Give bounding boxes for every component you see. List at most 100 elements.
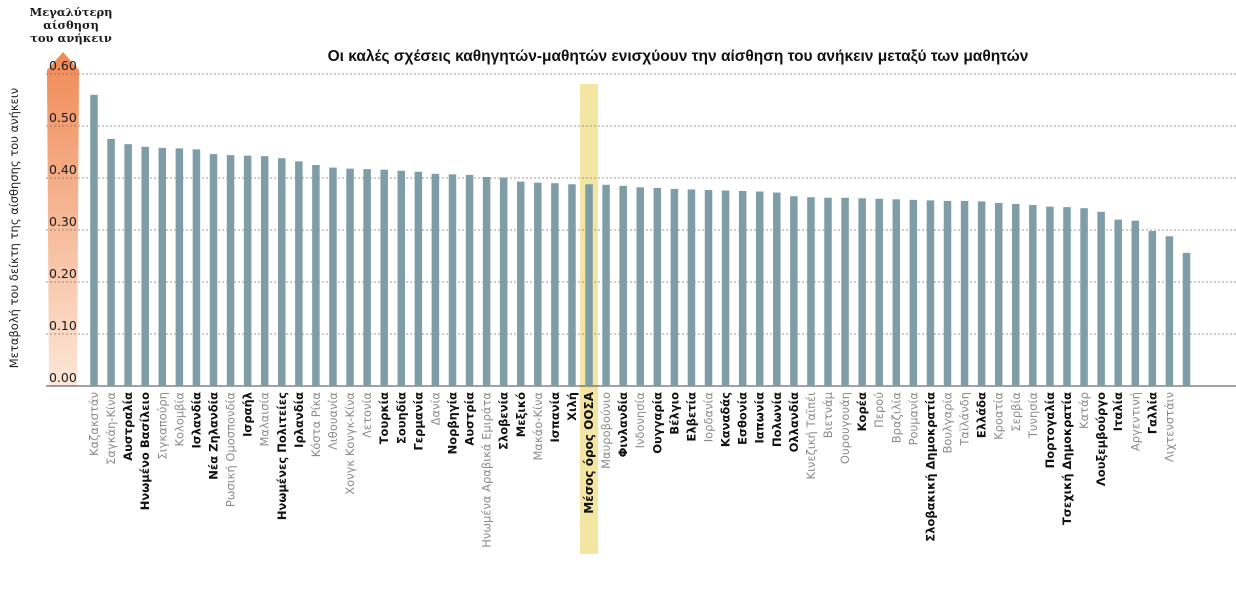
bar [158,147,167,386]
category-label: Νέα Ζηλανδία [206,392,220,480]
category-label: Ελλάδα [975,392,989,438]
bar [1148,231,1157,386]
category-label: Ταϊλάνδη [958,392,972,447]
category-label: Αργεντινή [1128,392,1142,451]
category-label: Ισραήλ [241,392,255,437]
category-label: Ολλανδία [787,392,801,452]
category-label: Ρωσική Ομοσπονδία [224,392,238,507]
bar [926,200,935,386]
bar [1114,219,1122,386]
category-label: Λιθουανία [326,392,340,450]
bar [807,197,815,386]
bar [755,191,764,386]
bar [1046,206,1054,386]
bar [448,174,457,386]
bar [175,148,184,386]
bar [278,158,286,386]
bar [465,174,474,386]
bar [721,190,730,386]
bar [687,189,696,386]
category-label: Χονγκ Κονγκ-Κίνα [343,392,357,495]
bar [346,168,354,386]
category-label: Κροατία [992,392,1006,440]
bar [1080,208,1088,386]
category-label: Νορβηγία [445,392,459,454]
bar [602,184,610,386]
bar [824,197,832,386]
category-label: Ιταλία [1111,392,1125,431]
category-label: Ιρλανδία [292,392,306,448]
category-label: Λετονία [360,392,374,438]
category-label: Τουρκία [377,392,391,444]
category-label: Τσεχική Δημοκρατία [1060,392,1074,525]
category-label: Περού [872,392,886,428]
increase-arrow [47,52,79,386]
bar [619,185,627,386]
bar [397,170,406,386]
category-label: Δανία [428,392,442,426]
bar [226,155,235,386]
bar [551,183,559,386]
category-label: Χιλή [565,392,579,421]
y-tick-label: 0.20 [49,266,77,281]
bar [1063,207,1071,386]
bar [943,200,952,386]
category-label: Ηνωμένες Πολιτείες [275,392,289,520]
category-label: Ιορδανία [702,392,716,443]
bar [1029,205,1037,386]
category-label: Ισλανδία [189,392,203,449]
category-label: Σουηδία [394,392,408,444]
category-label: Γερμανία [411,392,425,451]
bar [192,149,201,386]
bar [295,161,303,386]
bar [773,192,781,386]
category-label: Τυνησία [1026,392,1040,440]
y-tick-label: 0.40 [49,162,77,177]
category-label: Ρουμανία [906,392,920,446]
category-label: Μαλαισία [258,392,272,447]
category-label: Μεξικό [514,392,528,437]
category-label: Μαυροβούνιο [599,392,613,469]
category-label: Ουγγαρία [650,392,664,454]
bar [380,169,388,386]
category-label: Λιχτενστάιν [1162,392,1176,462]
category-label: Κορέα [855,392,869,431]
bar [1131,220,1140,386]
category-label: Ηνωμένα Αραβικά Εμιράτα [480,392,494,548]
category-label: Βιετνάμ [821,391,835,438]
category-label: Μακάο-Κίνα [531,392,545,461]
arrow-label: Μεγαλύτερη αίσθηση του ανήκειν [0,6,142,45]
bar [585,184,593,386]
y-tick-label: 0.50 [49,110,77,125]
bar [653,187,662,386]
bar [90,94,98,387]
bar [260,156,269,386]
bar [1012,204,1020,386]
category-label: Σλοβακική Δημοκρατία [923,392,937,542]
bar [875,198,883,386]
category-label: Σαγκάη-Κίνα [104,392,118,465]
category-label: Σλοβενία [497,392,511,450]
category-label: Λουξεμβούργο [1094,392,1108,486]
category-label: Αυστραλία [121,392,135,461]
bar [107,139,115,386]
bar [841,197,849,386]
category-label: Ισπανία [548,392,562,443]
category-label: Κατάρ [1077,392,1091,429]
chart-title: Οι καλές σχέσεις καθηγητών-μαθητών ενισχ… [327,48,1029,65]
category-label: Βουλγαρία [941,392,955,454]
bar [1097,211,1105,386]
category-label: Ελβετία [684,392,698,442]
bar [790,196,798,386]
bar [141,146,149,386]
bar [670,188,679,386]
bar [1165,236,1174,386]
bar [909,199,918,386]
bar [994,202,1003,386]
bar [568,184,576,386]
bar [209,154,218,386]
bar [738,191,747,386]
bar [977,201,986,386]
oecd-average-label: Μέσος όρος ΟΟΣΑ [582,391,596,513]
